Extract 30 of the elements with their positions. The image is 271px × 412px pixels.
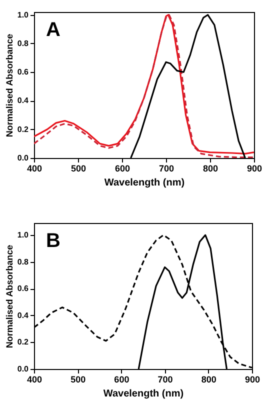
y-tick-label: 1.0 [17, 10, 30, 20]
x-tick-label: 500 [70, 374, 86, 384]
y-tick-label: 1.0 [17, 230, 30, 240]
x-tick-label: 600 [114, 374, 130, 384]
y-tick-label: 0.0 [17, 364, 30, 374]
y-tick-label: 0.6 [17, 284, 30, 294]
x-axis-title: Wavelength (nm) [103, 388, 184, 400]
x-tick-label: 400 [26, 164, 42, 174]
x-axis-title: Wavelength (nm) [104, 178, 185, 188]
y-tick-label: 0.8 [17, 38, 30, 48]
x-tick-label: 700 [158, 164, 174, 174]
x-tick-label: 700 [158, 374, 173, 384]
y-tick-label: 0.0 [17, 154, 30, 162]
x-tick-label: 400 [26, 374, 42, 384]
y-axis-title: Normalised Absorbance [4, 34, 14, 138]
annotation: B [46, 230, 60, 252]
y-tick-label: 0.4 [17, 310, 30, 320]
y-tick-label: 0.2 [17, 124, 30, 134]
annotation: A [46, 19, 60, 41]
x-tick-label: 900 [244, 374, 260, 384]
y-axis-title: Normalised Absorbance [4, 244, 14, 348]
x-tick-label: 800 [201, 374, 216, 384]
y-tick-label: 0.6 [17, 68, 30, 77]
y-tick-label: 0.4 [17, 96, 30, 106]
x-tick-label: 600 [114, 164, 130, 174]
x-tick-label: 900 [246, 164, 262, 174]
y-tick-label: 0.2 [17, 338, 30, 347]
y-tick-label: 0.8 [17, 257, 30, 266]
x-tick-label: 800 [202, 164, 218, 174]
x-tick-label: 500 [70, 164, 86, 174]
